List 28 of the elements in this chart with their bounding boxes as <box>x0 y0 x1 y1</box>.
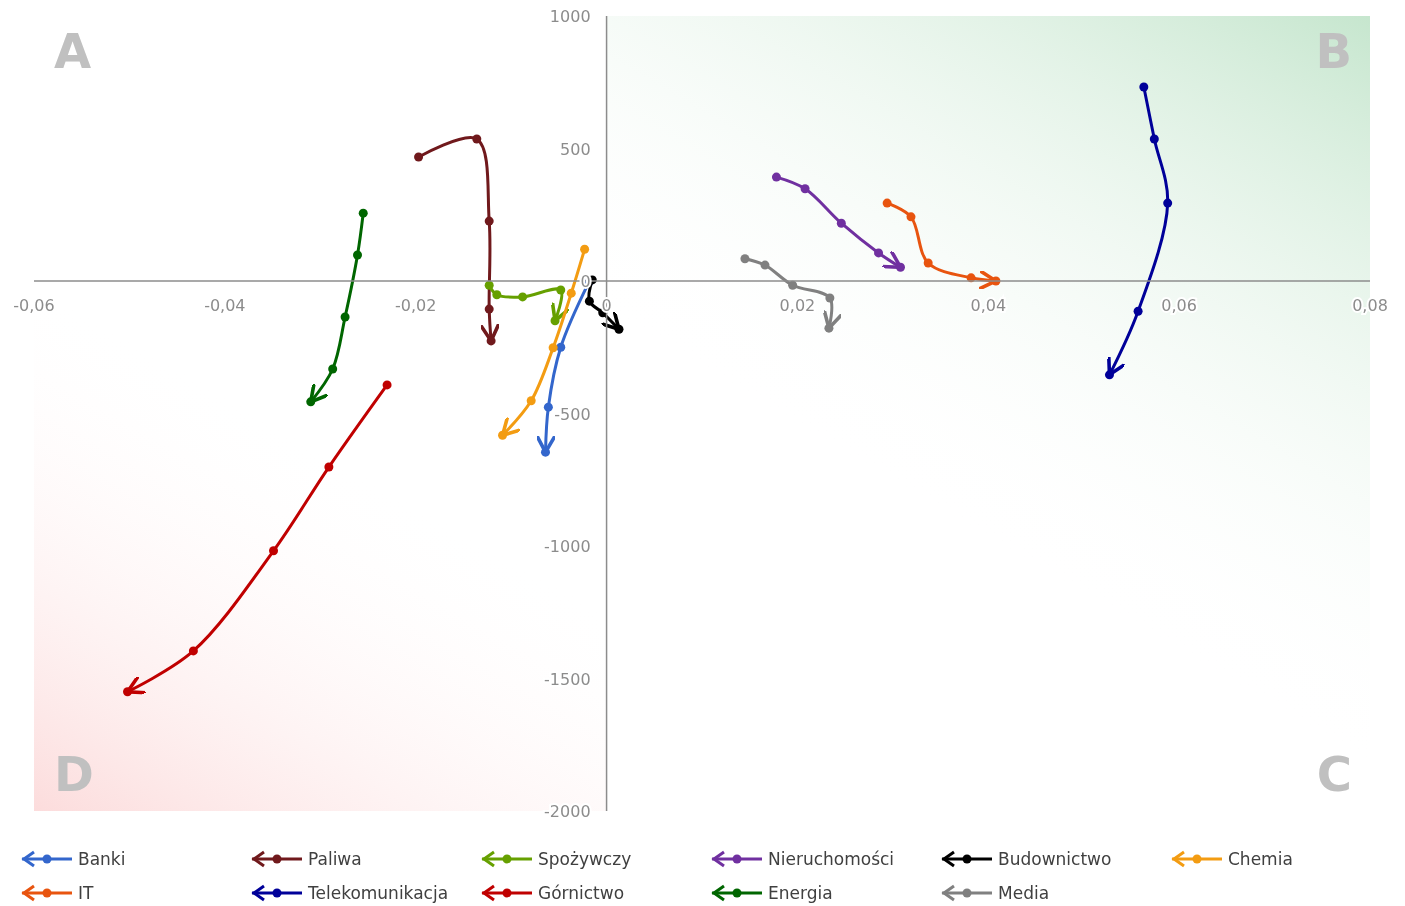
y-tick-label: 1000 <box>549 7 591 26</box>
legend-label: Media <box>998 883 1050 903</box>
x-tick-label: 0,06 <box>1161 296 1197 315</box>
legend-label: Paliwa <box>308 849 362 869</box>
x-tick-label: 0,08 <box>1352 296 1388 315</box>
y-tick-label: -500 <box>554 404 591 424</box>
y-tick-label: 500 <box>560 139 591 159</box>
x-tick-label: 0,04 <box>970 296 1007 315</box>
y-tick-label: 0 <box>580 272 591 291</box>
x-tick-label: -0,04 <box>204 296 246 315</box>
annotation: C <box>1316 746 1352 802</box>
legend-label: Telekomunikacja <box>307 883 449 903</box>
x-tick-label: -0,02 <box>395 296 437 315</box>
legend-label: Nieruchomości <box>768 849 895 869</box>
y-tick-label: -1500 <box>544 669 591 689</box>
x-tick-label: 0,02 <box>779 296 816 315</box>
y-tick-label: -1000 <box>544 537 591 556</box>
legend-label: Energia <box>768 883 833 903</box>
annotation: D <box>54 746 94 802</box>
y-tick-label: -2000 <box>544 802 591 821</box>
legend-label: Górnictwo <box>538 883 625 903</box>
legend-label: Spożywczy <box>538 849 632 869</box>
legend-label: IT <box>78 883 95 903</box>
legend-label: Chemia <box>1228 849 1293 869</box>
x-tick-label: -0,06 <box>13 296 55 315</box>
legend-label: Budownictwo <box>998 849 1112 869</box>
legend-label: Banki <box>78 849 126 869</box>
annotation: A <box>54 23 92 79</box>
